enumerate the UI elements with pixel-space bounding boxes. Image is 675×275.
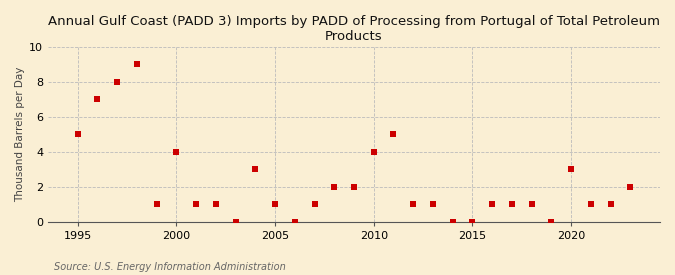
Point [112,80,123,84]
Point [230,219,241,224]
Point [448,219,458,224]
Y-axis label: Thousand Barrels per Day: Thousand Barrels per Day [15,67,25,202]
Point [408,202,418,207]
Point [526,202,537,207]
Point [625,185,636,189]
Point [309,202,320,207]
Text: Source: U.S. Energy Information Administration: Source: U.S. Energy Information Administ… [54,262,286,272]
Point [290,219,300,224]
Point [546,219,557,224]
Point [250,167,261,172]
Point [92,97,103,101]
Point [506,202,517,207]
Point [132,62,142,67]
Point [605,202,616,207]
Point [566,167,576,172]
Point [487,202,497,207]
Point [467,219,478,224]
Point [269,202,280,207]
Point [427,202,438,207]
Point [151,202,162,207]
Point [388,132,399,136]
Point [348,185,359,189]
Point [585,202,596,207]
Point [211,202,221,207]
Point [190,202,201,207]
Point [329,185,340,189]
Point [72,132,83,136]
Title: Annual Gulf Coast (PADD 3) Imports by PADD of Processing from Portugal of Total : Annual Gulf Coast (PADD 3) Imports by PA… [48,15,660,43]
Point [369,150,379,154]
Point [171,150,182,154]
